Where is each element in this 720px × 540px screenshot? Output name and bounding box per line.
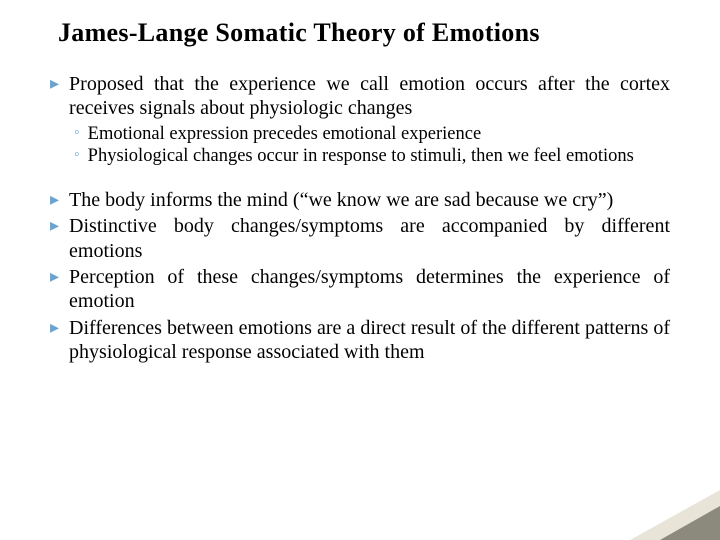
bullet-marker-icon: ▸ [50,265,59,288]
corner-decoration-dark [660,506,720,540]
bullet-text: Differences between emotions are a direc… [69,316,670,365]
bullet-item: ▸ The body informs the mind (“we know we… [50,188,670,212]
sub-bullet-text: Emotional expression precedes emotional … [88,123,482,146]
bullet-marker-icon: ▸ [50,188,59,211]
bullet-item: ▸ Proposed that the experience we call e… [50,72,670,121]
bullet-text: The body informs the mind (“we know we a… [69,188,613,212]
sub-bullet-marker-icon: ◦ [74,123,80,144]
bullet-text: Distinctive body changes/symptoms are ac… [69,214,670,263]
spacer [50,168,670,188]
sub-bullet-item: ◦ Physiological changes occur in respons… [74,145,670,168]
sub-bullet-text: Physiological changes occur in response … [88,145,634,168]
sub-bullet-marker-icon: ◦ [74,145,80,166]
slide-title: James-Lange Somatic Theory of Emotions [58,18,670,48]
slide-content: James-Lange Somatic Theory of Emotions ▸… [0,0,720,365]
bullet-item: ▸ Distinctive body changes/symptoms are … [50,214,670,263]
bullet-marker-icon: ▸ [50,72,59,95]
bullet-item: ▸ Differences between emotions are a dir… [50,316,670,365]
bullet-text: Proposed that the experience we call emo… [69,72,670,121]
bullet-text: Perception of these changes/symptoms det… [69,265,670,314]
bullet-marker-icon: ▸ [50,316,59,339]
sub-bullet-item: ◦ Emotional expression precedes emotiona… [74,123,670,146]
bullet-marker-icon: ▸ [50,214,59,237]
bullet-item: ▸ Perception of these changes/symptoms d… [50,265,670,314]
